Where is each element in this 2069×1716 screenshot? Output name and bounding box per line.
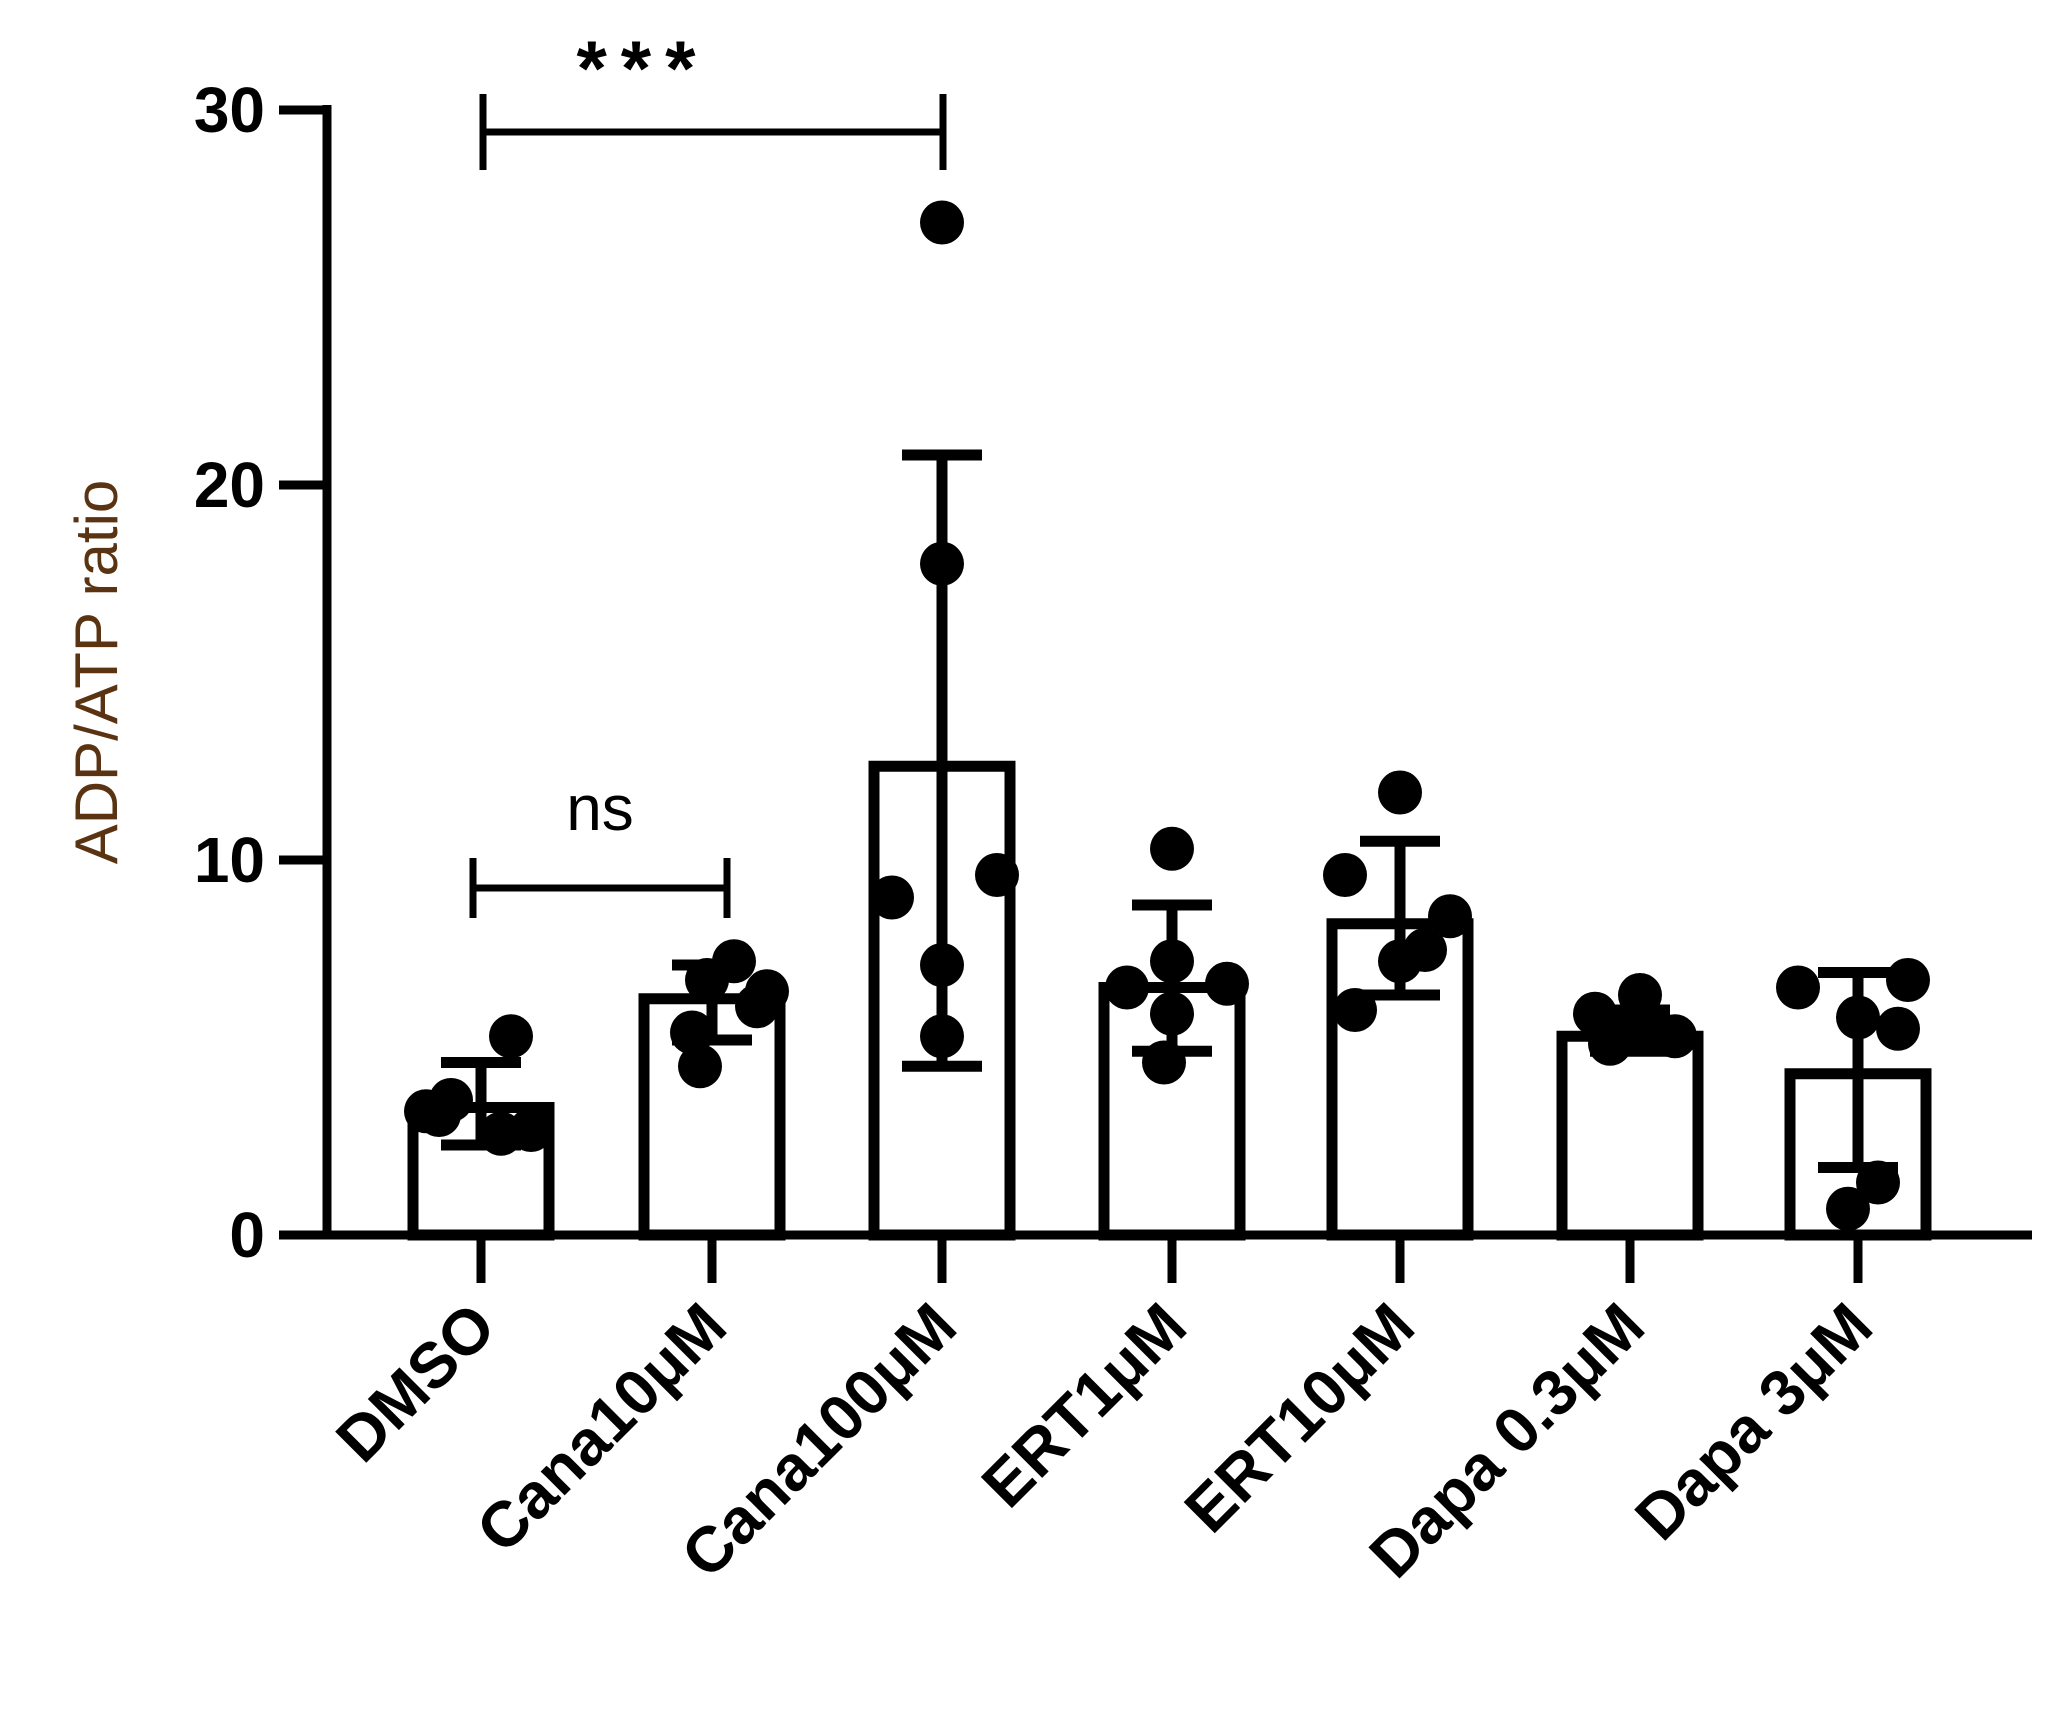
y-axis-title: ADP/ATP ratio (63, 480, 130, 865)
significance-label: *** (576, 24, 709, 112)
data-points (404, 200, 1930, 1231)
data-point (1776, 965, 1820, 1010)
x-tick-label: DMSO (322, 1289, 509, 1476)
data-point (1856, 1160, 1900, 1205)
data-point (1428, 894, 1472, 939)
data-point (1205, 961, 1249, 1006)
y-tick-label: 30 (194, 74, 265, 146)
data-point (1105, 965, 1149, 1010)
data-point (417, 1093, 461, 1137)
data-point (975, 853, 1019, 897)
y-tick-label: 0 (229, 1199, 265, 1271)
data-point (1142, 1040, 1186, 1085)
data-point (1608, 1003, 1652, 1047)
data-point (1323, 853, 1367, 897)
data-point (1836, 995, 1880, 1040)
data-point (1333, 988, 1377, 1032)
data-point (745, 969, 789, 1014)
data-point (1403, 928, 1447, 972)
data-point (1150, 991, 1194, 1036)
data-point (670, 1010, 714, 1055)
data-point (489, 1014, 533, 1059)
data-point (920, 943, 964, 987)
data-point (1150, 826, 1194, 871)
data-point (920, 541, 964, 586)
data-point (1826, 1186, 1870, 1231)
axes: 0 10 20 30 (194, 74, 2032, 1283)
data-point (712, 939, 756, 984)
data-point (1378, 770, 1422, 815)
x-tick-label: ERT1μM (968, 1289, 1200, 1521)
data-point (1876, 1006, 1920, 1051)
data-point (920, 1014, 964, 1059)
y-tick-label: 20 (194, 449, 265, 521)
data-point (1886, 958, 1930, 1002)
data-point (870, 875, 914, 920)
bar (1556, 1030, 1704, 1241)
x-tick-label: Dapa 3μM (1621, 1289, 1886, 1554)
y-tick-label: 10 (194, 824, 265, 896)
data-point (1150, 939, 1194, 984)
data-point (678, 1044, 722, 1089)
data-point (920, 200, 964, 245)
significance-label: ns (566, 772, 634, 844)
significance-annotations: ns *** (469, 24, 947, 918)
data-point (479, 1111, 523, 1156)
